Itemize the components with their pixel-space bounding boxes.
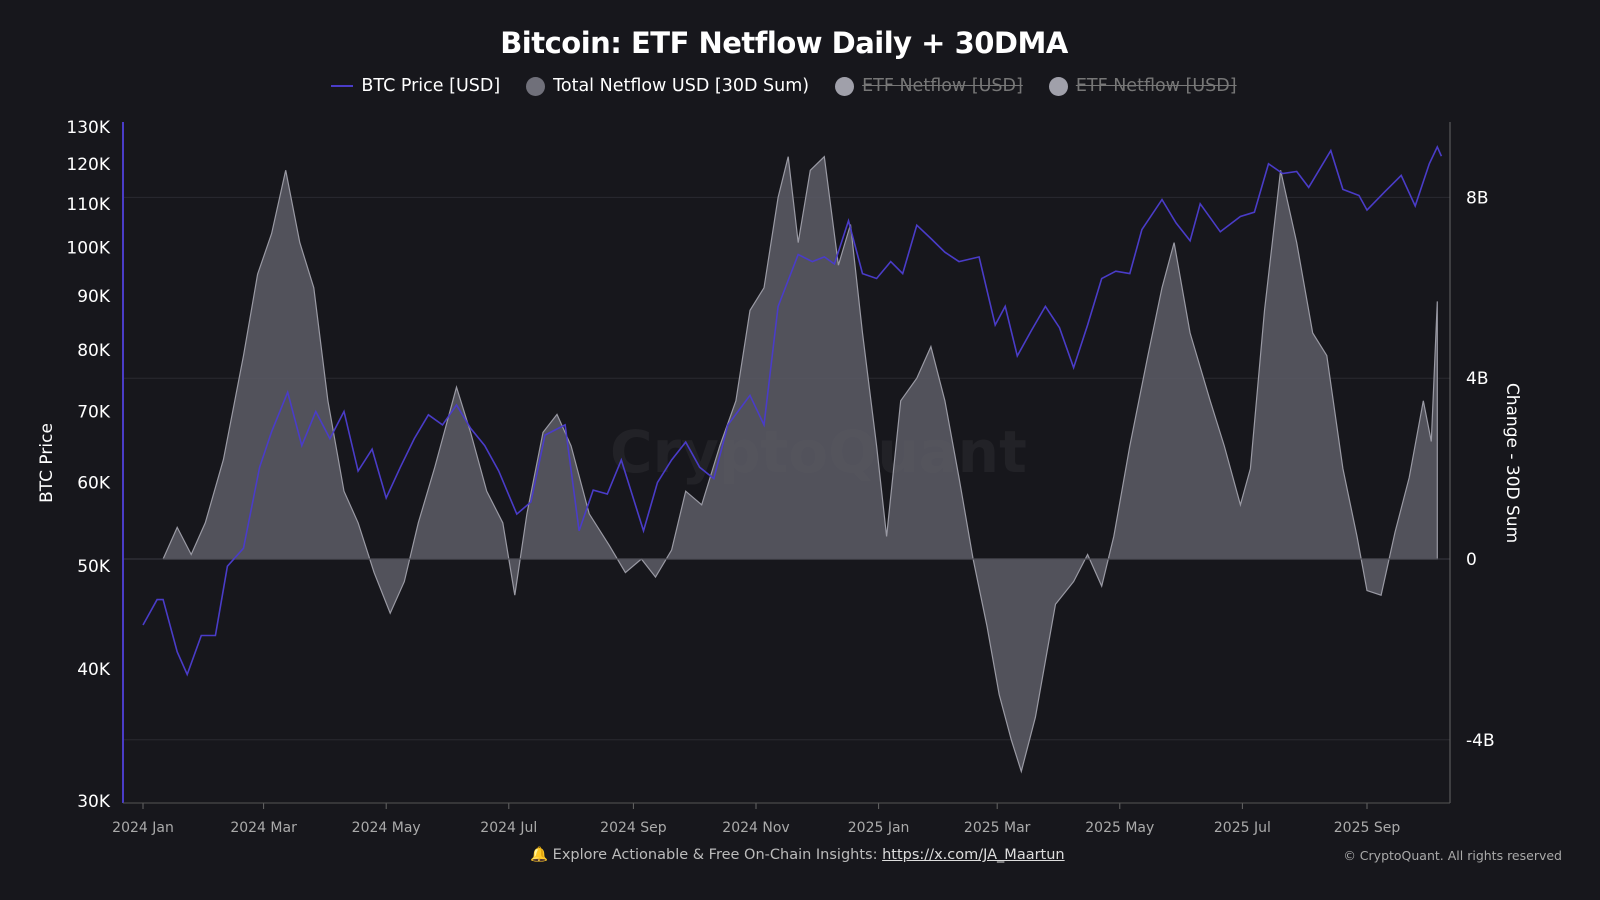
y-left-tick-label: 110K bbox=[66, 195, 110, 215]
y-right-tick-label: -4B bbox=[1466, 731, 1495, 751]
legend-label: ETF Netflow [USD] bbox=[862, 76, 1023, 96]
y-left-tick-label: 30K bbox=[77, 792, 111, 812]
legend-label: Total Netflow USD [30D Sum) bbox=[553, 76, 810, 96]
y-left-tick-label: 60K bbox=[77, 473, 111, 493]
x-tick-label: 2025 Jan bbox=[848, 820, 910, 836]
legend-label: BTC Price [USD] bbox=[361, 76, 501, 96]
circle-swatch-icon bbox=[835, 76, 855, 96]
legend-label: ETF Netflow [USD] bbox=[1075, 76, 1237, 96]
y-left-tick-label: 90K bbox=[77, 287, 111, 307]
legend: BTC Price [USD] Total Netflow USD [30D S… bbox=[0, 76, 1568, 96]
footer-text: Explore Actionable & Free On-Chain Insig… bbox=[552, 847, 883, 863]
x-tick-label: 2025 Sep bbox=[1334, 820, 1401, 836]
x-tick-label: 2024 Nov bbox=[722, 820, 789, 836]
y-right-tick-label: 0 bbox=[1466, 550, 1477, 570]
circle-swatch-icon bbox=[526, 76, 546, 96]
x-tick-label: 2024 Mar bbox=[230, 820, 297, 836]
x-tick-label: 2025 May bbox=[1085, 820, 1154, 836]
legend-item-etf-netflow-1[interactable]: ETF Netflow [USD] bbox=[835, 76, 1023, 96]
y-left-tick-label: 40K bbox=[77, 660, 111, 680]
y-right-tick-label: 4B bbox=[1466, 369, 1488, 389]
x-tick-label: 2025 Mar bbox=[964, 820, 1031, 836]
btc-price-line bbox=[142, 144, 1443, 677]
legend-item-total-netflow[interactable]: Total Netflow USD [30D Sum) bbox=[526, 76, 809, 96]
x-tick-label: 2024 Jul bbox=[480, 820, 537, 836]
y-left-tick-label: 80K bbox=[77, 341, 111, 361]
x-tick-label: 2025 Jul bbox=[1214, 820, 1271, 836]
y-left-tick-label: 130K bbox=[66, 118, 110, 138]
line-swatch-icon bbox=[331, 85, 354, 87]
footer-link[interactable]: https://x.com/JA_Maartun bbox=[882, 847, 1065, 863]
copyright: © CryptoQuant. All rights reserved bbox=[1343, 848, 1562, 863]
x-tick-label: 2024 Jan bbox=[112, 820, 174, 836]
y-left-tick-label: 70K bbox=[77, 403, 111, 423]
y-left-tick-label: 50K bbox=[77, 557, 111, 577]
legend-item-etf-netflow-2[interactable]: ETF Netflow [USD] bbox=[1048, 76, 1237, 96]
footer: 🔔 Explore Actionable & Free On-Chain Ins… bbox=[530, 846, 1065, 863]
y-right-tick-label: 8B bbox=[1466, 188, 1488, 208]
circle-swatch-icon bbox=[1048, 76, 1068, 96]
y-left-tick-label: 100K bbox=[66, 239, 110, 259]
x-tick-label: 2024 Sep bbox=[600, 820, 667, 836]
netflow-30d-area bbox=[162, 155, 1438, 774]
y-left-axis-label: BTC Price bbox=[37, 423, 57, 503]
y-left-tick-label: 120K bbox=[66, 155, 110, 175]
bell-icon: 🔔 bbox=[530, 847, 549, 863]
y-right-axis-label: Change - 30D Sum bbox=[1502, 383, 1522, 543]
legend-item-btc-price[interactable]: BTC Price [USD] bbox=[331, 76, 500, 96]
x-tick-label: 2024 May bbox=[352, 820, 421, 836]
chart-title: Bitcoin: ETF Netflow Daily + 30DMA bbox=[500, 26, 1068, 60]
